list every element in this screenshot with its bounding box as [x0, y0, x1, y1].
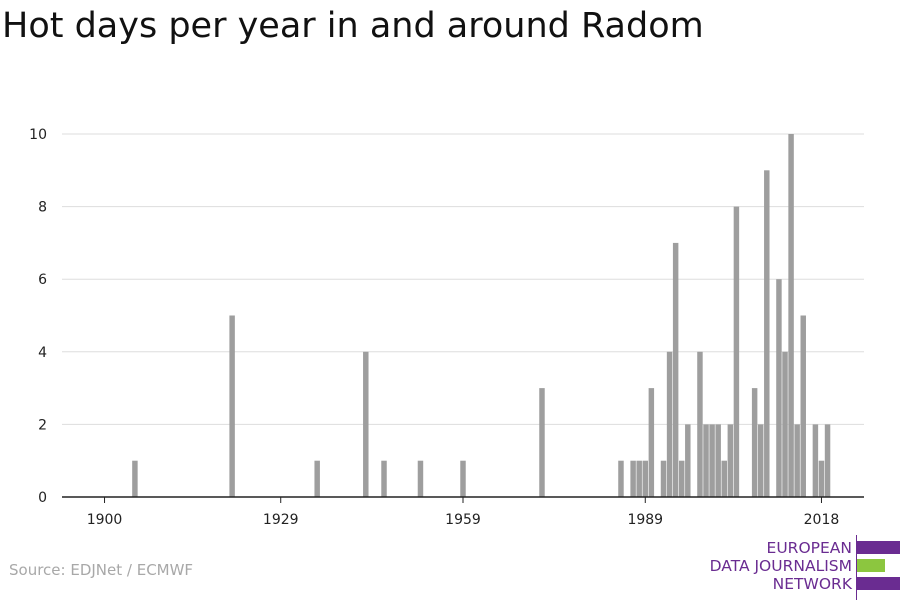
bar — [630, 460, 636, 497]
chart-title: Hot days per year in and around Radom — [2, 6, 704, 46]
bar — [539, 388, 545, 497]
bar — [648, 388, 655, 497]
bar — [788, 134, 794, 497]
bar — [685, 424, 691, 497]
bar — [314, 460, 320, 497]
bar — [709, 424, 715, 497]
bar — [666, 351, 673, 497]
bar — [733, 206, 740, 497]
x-tick-label: 1900 — [87, 512, 123, 528]
logo-bar-purple-bottom — [857, 577, 900, 590]
logo-line-2: DATA JOURNALISM — [709, 557, 852, 575]
y-tick-label: 8 — [38, 200, 47, 216]
logo-bar-green — [857, 559, 885, 572]
bar — [678, 460, 685, 497]
source-note: Source: EDJNet / ECMWF — [9, 561, 194, 579]
x-tick-label: 1989 — [627, 512, 663, 528]
bar — [782, 351, 788, 497]
bar — [417, 460, 424, 497]
x-tick-label: 2018 — [804, 512, 840, 528]
y-axis-ticks: 0 2 4 6 8 10 — [29, 127, 47, 506]
grid-lines — [62, 133, 864, 425]
y-tick-label: 10 — [29, 127, 47, 143]
logo-line-3: NETWORK — [772, 575, 852, 593]
bar — [642, 460, 649, 497]
bar — [660, 460, 667, 497]
x-tick-label: 1929 — [263, 512, 299, 528]
edjnet-logo: EUROPEAN DATA JOURNALISM NETWORK — [700, 535, 900, 600]
bar — [800, 315, 806, 497]
bar — [672, 242, 679, 497]
bar — [751, 388, 758, 497]
logo-bar-purple-top — [857, 541, 900, 554]
x-tick-label: 1959 — [445, 512, 481, 528]
bar — [363, 351, 369, 497]
bar — [636, 460, 642, 497]
bar — [757, 424, 764, 497]
bar — [229, 315, 235, 497]
bar — [132, 460, 138, 497]
bar — [727, 424, 734, 497]
bar — [818, 460, 825, 497]
x-axis-ticks: 1900 1929 1959 1989 2018 — [87, 497, 840, 528]
bar — [721, 460, 727, 497]
bar — [812, 424, 819, 497]
y-tick-label: 4 — [38, 345, 47, 361]
logo-line-1: EUROPEAN — [766, 539, 852, 557]
y-tick-label: 0 — [38, 490, 47, 506]
bar — [618, 460, 624, 497]
y-tick-label: 6 — [38, 272, 47, 288]
bar — [824, 424, 831, 497]
bar — [703, 424, 709, 497]
bar — [460, 460, 466, 497]
y-tick-label: 2 — [38, 417, 47, 433]
bars-group — [132, 134, 831, 498]
bar — [776, 279, 782, 497]
bar — [697, 351, 703, 497]
bar — [764, 170, 770, 498]
logo-divider — [856, 535, 857, 600]
bar — [794, 424, 800, 497]
bar — [381, 460, 387, 497]
bar — [715, 424, 721, 497]
